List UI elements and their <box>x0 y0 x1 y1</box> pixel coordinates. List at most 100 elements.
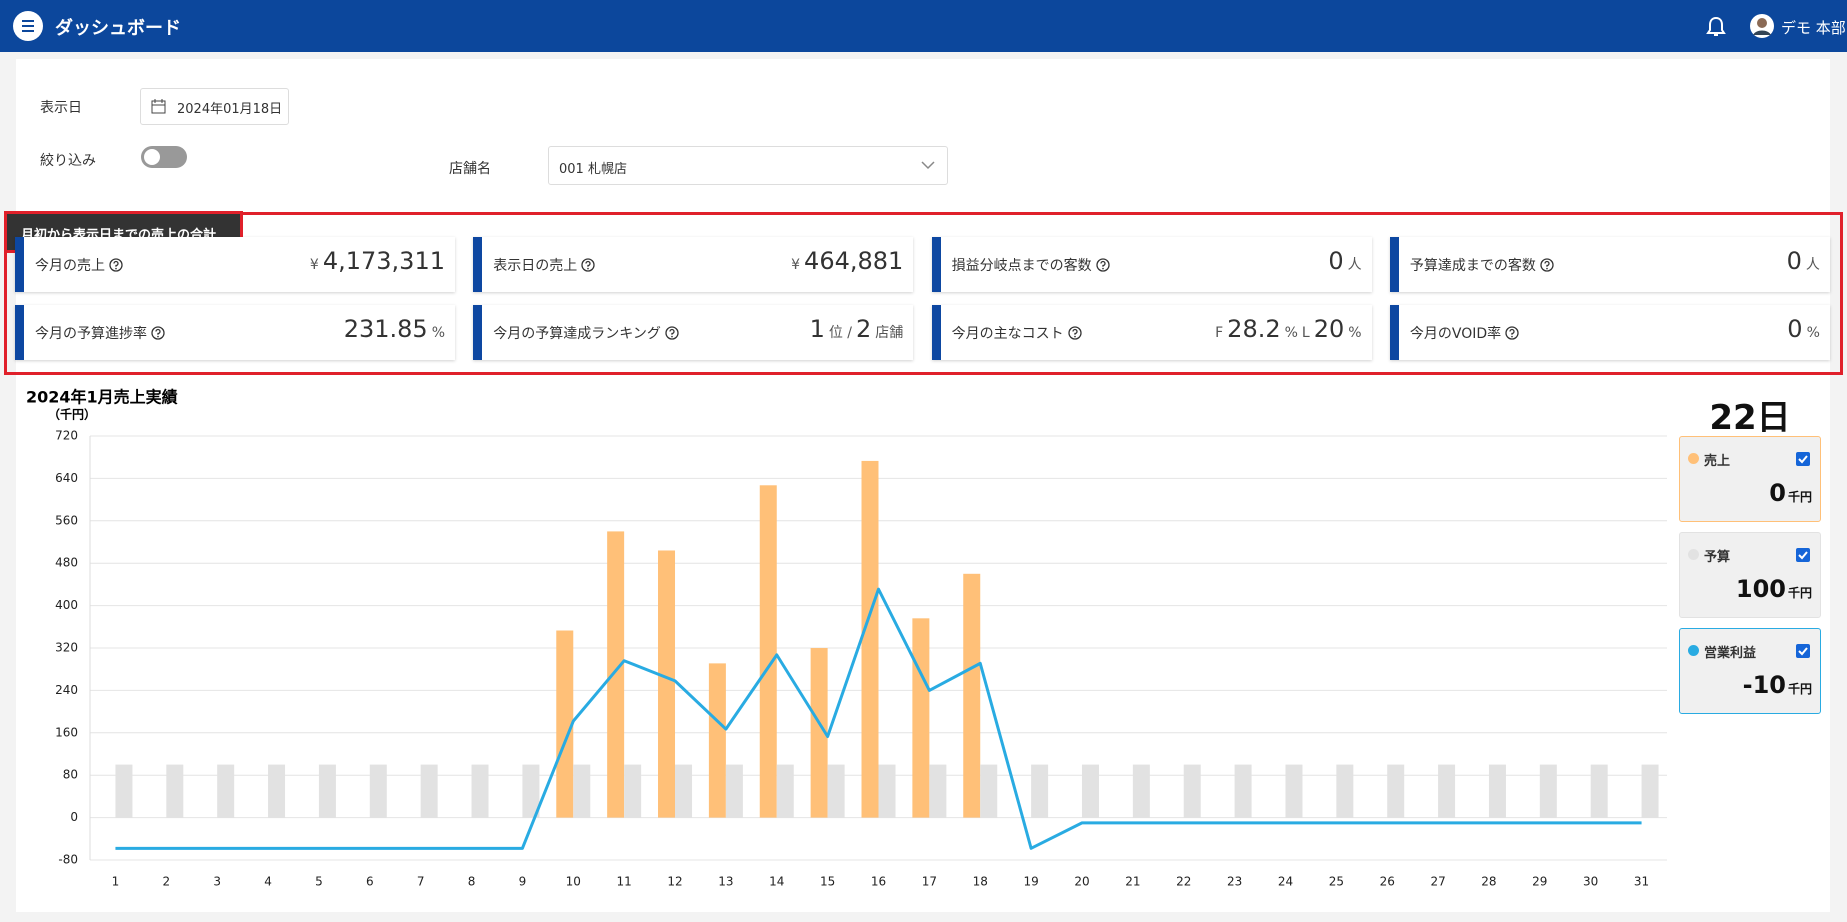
x-tick-label: 28 <box>1481 875 1496 889</box>
x-tick-label: 15 <box>820 875 835 889</box>
kpi-card: 今月のVOID率 0% <box>1389 305 1830 360</box>
legend-value: 100 <box>1735 575 1786 603</box>
legend-checkbox[interactable] <box>1796 452 1810 466</box>
kpi-number: 4,173,311 <box>322 247 445 275</box>
x-tick-label: 23 <box>1227 875 1242 889</box>
filter-toggle[interactable] <box>140 145 188 169</box>
bar <box>708 663 726 818</box>
notification-bell[interactable] <box>1706 16 1726 38</box>
legend-card[interactable]: 予算 100 千円 <box>1679 532 1821 618</box>
bar <box>1183 764 1201 818</box>
help-icon[interactable] <box>1505 326 1519 340</box>
help-icon[interactable] <box>151 326 165 340</box>
bar <box>827 764 845 818</box>
help-icon[interactable] <box>1540 258 1554 272</box>
kpi-unit: % <box>1806 325 1820 341</box>
x-tick-label: 10 <box>566 875 581 889</box>
kpi-label: 今月の予算達成ランキング <box>493 326 661 342</box>
legend-name: 予算 <box>1704 550 1731 565</box>
store-label: 店舗名 <box>449 161 491 177</box>
kpi-number: 20 <box>1313 315 1345 343</box>
x-tick-label: 4 <box>264 875 272 889</box>
kpi-card: 損益分岐点までの客数 0 人 <box>931 237 1372 292</box>
kpi-label-row: 予算達成までの客数 <box>1410 255 1554 275</box>
kpi-label: 今月の主なコスト <box>951 326 1064 342</box>
kpi-label-row: 表示日の売上 <box>493 255 595 275</box>
kpi-unit: 人 <box>1347 257 1362 273</box>
kpi-card: 今月の主なコスト F 28.2% L 20% <box>931 305 1372 360</box>
x-tick-label: 31 <box>1634 875 1649 889</box>
x-tick-label: 3 <box>213 875 221 889</box>
legend-card[interactable]: 売上 0 千円 <box>1679 436 1821 522</box>
kpi-unit: 位 / <box>828 325 853 341</box>
legend-value-row: 100 千円 <box>1736 575 1812 603</box>
legend-value-row: -10 千円 <box>1743 671 1812 699</box>
legend-name: 売上 <box>1704 454 1731 469</box>
help-icon[interactable] <box>109 258 123 272</box>
user-name: デモ 本部 <box>1781 19 1846 37</box>
store-select[interactable]: 001 札幌店 <box>548 146 948 185</box>
legend-dot <box>1688 645 1699 656</box>
calendar-icon <box>151 99 166 114</box>
kpi-value: ¥464,881 <box>791 247 903 275</box>
bar <box>115 764 133 818</box>
legend-checkbox[interactable] <box>1796 548 1810 562</box>
kpi-card: 今月の予算達成ランキング 1 位 /2 店舗 <box>473 305 914 360</box>
bar <box>166 764 184 818</box>
legend-card[interactable]: 営業利益 -10 千円 <box>1679 628 1821 714</box>
legend-dot <box>1688 549 1699 560</box>
x-tick-label: 14 <box>769 875 784 889</box>
kpi-unit: ¥ <box>309 257 319 273</box>
kpi-label-row: 今月の主なコスト <box>952 323 1082 343</box>
kpi-accent <box>15 237 24 292</box>
x-tick-label: 2 <box>162 875 170 889</box>
menu-button[interactable] <box>12 10 44 42</box>
date-value: 2024年01月18日 <box>177 102 283 117</box>
kpi-number: 1 <box>809 315 825 343</box>
kpi-accent <box>473 237 483 292</box>
y-tick-label: 400 <box>55 598 78 612</box>
help-icon[interactable] <box>665 326 679 340</box>
x-tick-label: 25 <box>1329 875 1344 889</box>
x-tick-label: 30 <box>1583 875 1598 889</box>
kpi-unit: F <box>1215 325 1224 341</box>
kpi-accent <box>1389 305 1399 360</box>
y-tick-label: 640 <box>55 471 78 485</box>
x-tick-label: 12 <box>667 875 682 889</box>
x-tick-label: 13 <box>718 875 733 889</box>
legend-checkbox[interactable] <box>1796 644 1810 658</box>
chevron <box>921 161 935 170</box>
kpi-card: 表示日の売上 ¥464,881 <box>473 237 914 292</box>
chart-title: 2024年1月売上実績 <box>26 388 178 407</box>
kpi-card: 今月の予算進捗率 231.85% <box>15 305 455 360</box>
kpi-card: 今月の売上 ¥4,173,311 <box>15 237 455 292</box>
kpi-accent <box>931 237 941 292</box>
x-tick-label: 24 <box>1278 875 1293 889</box>
help-icon[interactable] <box>1095 258 1110 272</box>
bar <box>1234 764 1252 818</box>
kpi-unit: % <box>1348 325 1362 341</box>
bar <box>318 764 336 818</box>
kpi-unit: % <box>1284 325 1298 341</box>
kpi-unit: 店舗 <box>875 325 904 341</box>
kpi-value: 0% <box>1787 315 1820 343</box>
kpi-label: 今月の売上 <box>35 258 105 274</box>
bar <box>268 764 286 818</box>
help-icon[interactable] <box>581 258 595 272</box>
help-icon[interactable] <box>1067 326 1082 340</box>
date-label: 表示日 <box>40 100 82 116</box>
bar <box>471 764 489 818</box>
bar <box>963 573 981 818</box>
y-tick-label: 480 <box>55 556 78 570</box>
kpi-label: 損益分岐点までの客数 <box>951 258 1092 274</box>
bar <box>420 764 438 818</box>
bar <box>1081 764 1099 818</box>
bar <box>1641 764 1659 818</box>
avatar[interactable] <box>1750 14 1774 38</box>
kpi-label-row: 今月の予算進捗率 <box>35 323 165 343</box>
y-tick-label: 560 <box>55 513 78 527</box>
date-picker[interactable]: 2024年01月18日 <box>140 88 289 125</box>
kpi-value: 231.85% <box>344 315 445 343</box>
